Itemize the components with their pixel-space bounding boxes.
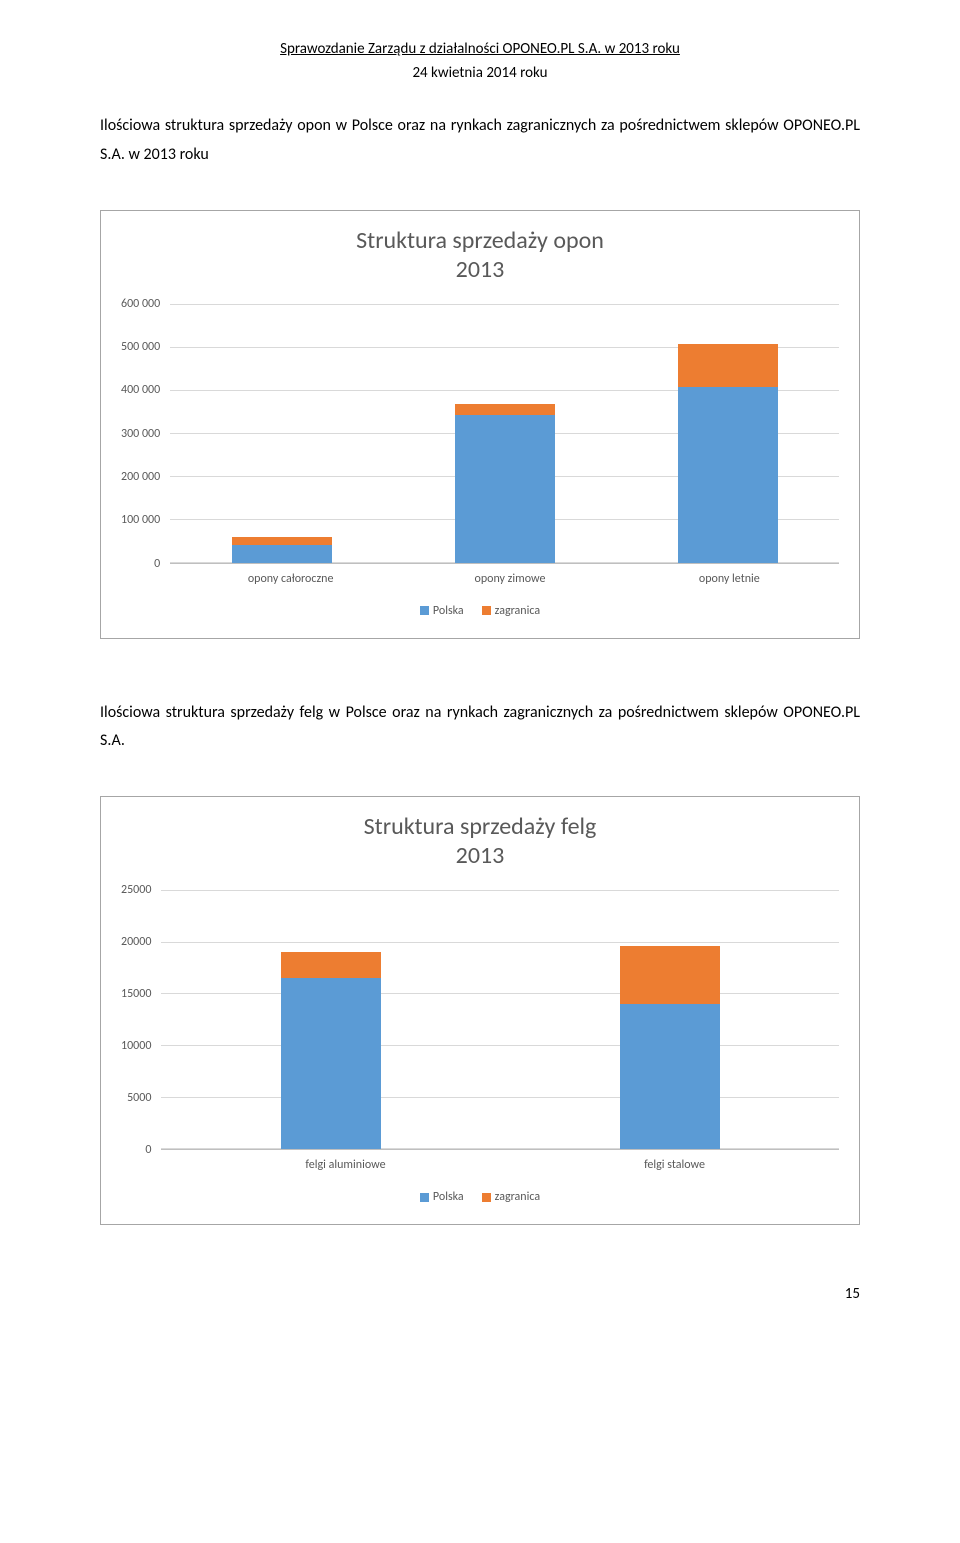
chart-opony-plot-area [170,304,839,564]
legend-swatch [482,606,491,615]
legend-item: zagranica [482,604,540,618]
bar-group [198,537,365,563]
legend-label: Polska [433,604,464,618]
x-axis-label: opony zimowe [400,572,619,586]
bar [281,952,381,1150]
bar-segment [620,1004,720,1150]
chart-felgi-title: Struktura sprzedaży felg 2013 [121,812,839,870]
bar-segment [620,946,720,1003]
x-axis-label: felgi aluminiowe [181,1158,510,1172]
chart-opony-title-line2: 2013 [121,255,839,284]
chart-felgi-legend: Polska zagranica [121,1190,839,1204]
chart-opony-body: 600 000500 000400 000300 000200 000100 0… [121,304,839,564]
document-title: Sprawozdanie Zarządu z działalności OPON… [100,40,860,58]
intro-paragraph-1: Ilościowa struktura sprzedaży opon w Pol… [100,112,860,170]
legend-label: zagranica [495,604,540,618]
legend-item: zagranica [482,1190,540,1204]
bar-group [644,344,811,563]
bar [455,404,555,562]
chart-opony: Struktura sprzedaży opon 2013 600 000500… [100,210,860,639]
bar [678,344,778,563]
chart-opony-y-axis: 600 000500 000400 000300 000200 000100 0… [121,304,170,564]
chart-opony-legend: Polska zagranica [121,604,839,618]
chart-opony-x-labels: opony całoroczneopony zimoweopony letnie [181,572,839,586]
legend-label: Polska [433,1190,464,1204]
bar-segment [455,415,555,562]
bar [620,946,720,1149]
chart-felgi: Struktura sprzedaży felg 2013 2500020000… [100,796,860,1225]
bar-segment [281,978,381,1150]
bar-segment [281,952,381,978]
legend-item: Polska [420,1190,464,1204]
x-axis-label: felgi stalowe [510,1158,839,1172]
x-axis-label: opony letnie [620,572,839,586]
bar-segment [232,537,332,546]
chart-opony-title-line1: Struktura sprzedaży opon [356,226,604,255]
bar-segment [232,545,332,562]
bar-group [585,946,754,1149]
chart-felgi-y-axis: 2500020000150001000050000 [121,890,161,1150]
bar-segment [678,344,778,387]
chart-felgi-title-line1: Struktura sprzedaży felg [364,812,597,841]
legend-item: Polska [420,604,464,618]
x-axis-label: opony całoroczne [181,572,400,586]
document-date: 24 kwietnia 2014 roku [100,64,860,82]
bar-group [246,952,415,1150]
legend-label: zagranica [495,1190,540,1204]
chart-felgi-bars [161,890,839,1149]
chart-felgi-body: 2500020000150001000050000 [121,890,839,1150]
chart-opony-title: Struktura sprzedaży opon 2013 [121,226,839,284]
intro-paragraph-2: Ilościowa struktura sprzedaży felg w Pol… [100,699,860,757]
document-header: Sprawozdanie Zarządu z działalności OPON… [100,40,860,82]
legend-swatch [482,1193,491,1202]
page-number: 15 [100,1285,860,1303]
legend-swatch [420,1193,429,1202]
legend-swatch [420,606,429,615]
chart-opony-bars [170,304,839,563]
chart-felgi-plot-area [161,890,839,1150]
bar-segment [455,404,555,415]
bar [232,537,332,563]
bar-segment [678,387,778,563]
bar-group [421,404,588,562]
chart-felgi-title-line2: 2013 [121,841,839,870]
chart-felgi-x-labels: felgi aluminiowefelgi stalowe [181,1158,839,1172]
